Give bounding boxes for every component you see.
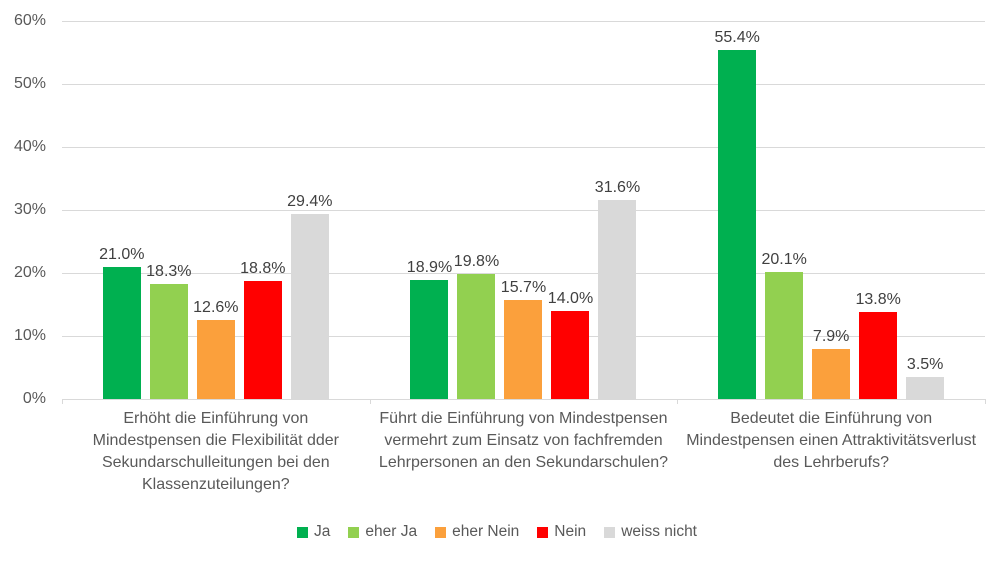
bar-weiss-nicht: 29.4% xyxy=(287,193,333,399)
y-axis-tick-label: 60% xyxy=(13,12,46,29)
bar-group: 55.4% 20.1% 7.9% 13.8% 3.5% xyxy=(677,21,985,399)
x-axis-tick xyxy=(985,399,986,404)
category-label: Bedeutet die Einführung von Mindestpense… xyxy=(686,410,977,471)
y-axis-tick-label: 20% xyxy=(13,264,46,281)
bar-value-label: 3.5% xyxy=(906,355,944,373)
gridline xyxy=(62,21,985,22)
bar-value-label: 18.3% xyxy=(146,262,192,280)
legend-label: Ja xyxy=(314,523,331,540)
bar-value-label: 19.8% xyxy=(453,253,500,271)
y-axis-tick-label: 10% xyxy=(13,327,46,344)
legend-swatch-icon xyxy=(604,526,616,538)
bar-weiss-nicht: 3.5% xyxy=(906,356,945,399)
bar-value-label: 29.4% xyxy=(287,192,333,210)
legend-label: eher Ja xyxy=(365,523,418,540)
legend-item-nein: Nein xyxy=(537,523,586,541)
y-axis-tick-label: 50% xyxy=(13,75,46,92)
legend: Ja eher Ja eher Nein Nein weiss nicht xyxy=(0,523,994,541)
bar-value-label: 14.0% xyxy=(547,289,594,307)
bar-value-label: 55.4% xyxy=(714,28,760,46)
gridline xyxy=(62,273,985,274)
bar-value-label: 21.0% xyxy=(99,245,145,263)
legend-swatch-icon xyxy=(537,526,549,538)
legend-label: eher Nein xyxy=(452,523,520,540)
bar-ja: 55.4% xyxy=(714,29,760,399)
legend-swatch-icon xyxy=(297,526,308,538)
x-axis-tick xyxy=(62,399,63,404)
gridline xyxy=(62,147,985,148)
bar-eher-nein: 7.9% xyxy=(812,328,851,399)
bar-value-label: 13.8% xyxy=(855,291,901,309)
x-axis-tick xyxy=(677,399,679,404)
category-label: Führt die Einführung von Mindestpensen v… xyxy=(378,410,669,471)
legend-swatch-icon xyxy=(435,526,447,538)
bar-value-label: 12.6% xyxy=(193,298,239,316)
y-axis-tick-label: 40% xyxy=(13,138,46,155)
bar-value-label: 7.9% xyxy=(812,328,850,346)
bar-ja: 18.9% xyxy=(407,259,452,399)
y-axis-tick-label: 0% xyxy=(22,390,46,407)
bar-eher-ja: 18.3% xyxy=(146,263,192,399)
bar-ja: 21.0% xyxy=(99,246,145,399)
legend-label: Nein xyxy=(554,523,587,540)
bar-eher-nein: 15.7% xyxy=(501,279,546,399)
bar-group: 18.9% 19.8% 15.7% 14.0% 31.6% xyxy=(370,21,678,399)
bar-value-label: 15.7% xyxy=(500,279,547,297)
legend-label: weiss nicht xyxy=(621,523,697,540)
bar-value-label: 18.8% xyxy=(240,259,286,277)
legend-item-eher-nein: eher Nein xyxy=(435,523,519,541)
x-axis-tick xyxy=(369,399,371,404)
bar-value-label: 31.6% xyxy=(594,178,641,196)
legend-item-ja: Ja xyxy=(297,523,330,541)
x-axis-line xyxy=(62,399,985,400)
gridline xyxy=(62,84,985,85)
bar-group: 21.0% 18.3% 12.6% 18.8% 29.4% xyxy=(62,21,370,399)
legend-swatch-icon xyxy=(348,526,360,538)
bar-value-label: 20.1% xyxy=(761,251,807,269)
bar-nein: 18.8% xyxy=(240,260,286,399)
legend-item-weiss-nicht: weiss nicht xyxy=(604,523,697,541)
legend-item-eher-ja: eher Ja xyxy=(348,523,417,541)
bar-eher-nein: 12.6% xyxy=(193,299,239,399)
bar-nein: 14.0% xyxy=(548,290,593,399)
bar-nein: 13.8% xyxy=(855,291,901,399)
bar-weiss-nicht: 31.6% xyxy=(595,179,640,399)
bar-eher-ja: 19.8% xyxy=(454,253,499,399)
bar-eher-ja: 20.1% xyxy=(761,251,807,399)
gridline xyxy=(62,210,985,211)
y-axis-tick-label: 30% xyxy=(13,201,46,218)
category-label: Erhöht die Einführung von Mindestpensen … xyxy=(92,410,339,493)
bar-value-label: 18.9% xyxy=(406,258,453,276)
